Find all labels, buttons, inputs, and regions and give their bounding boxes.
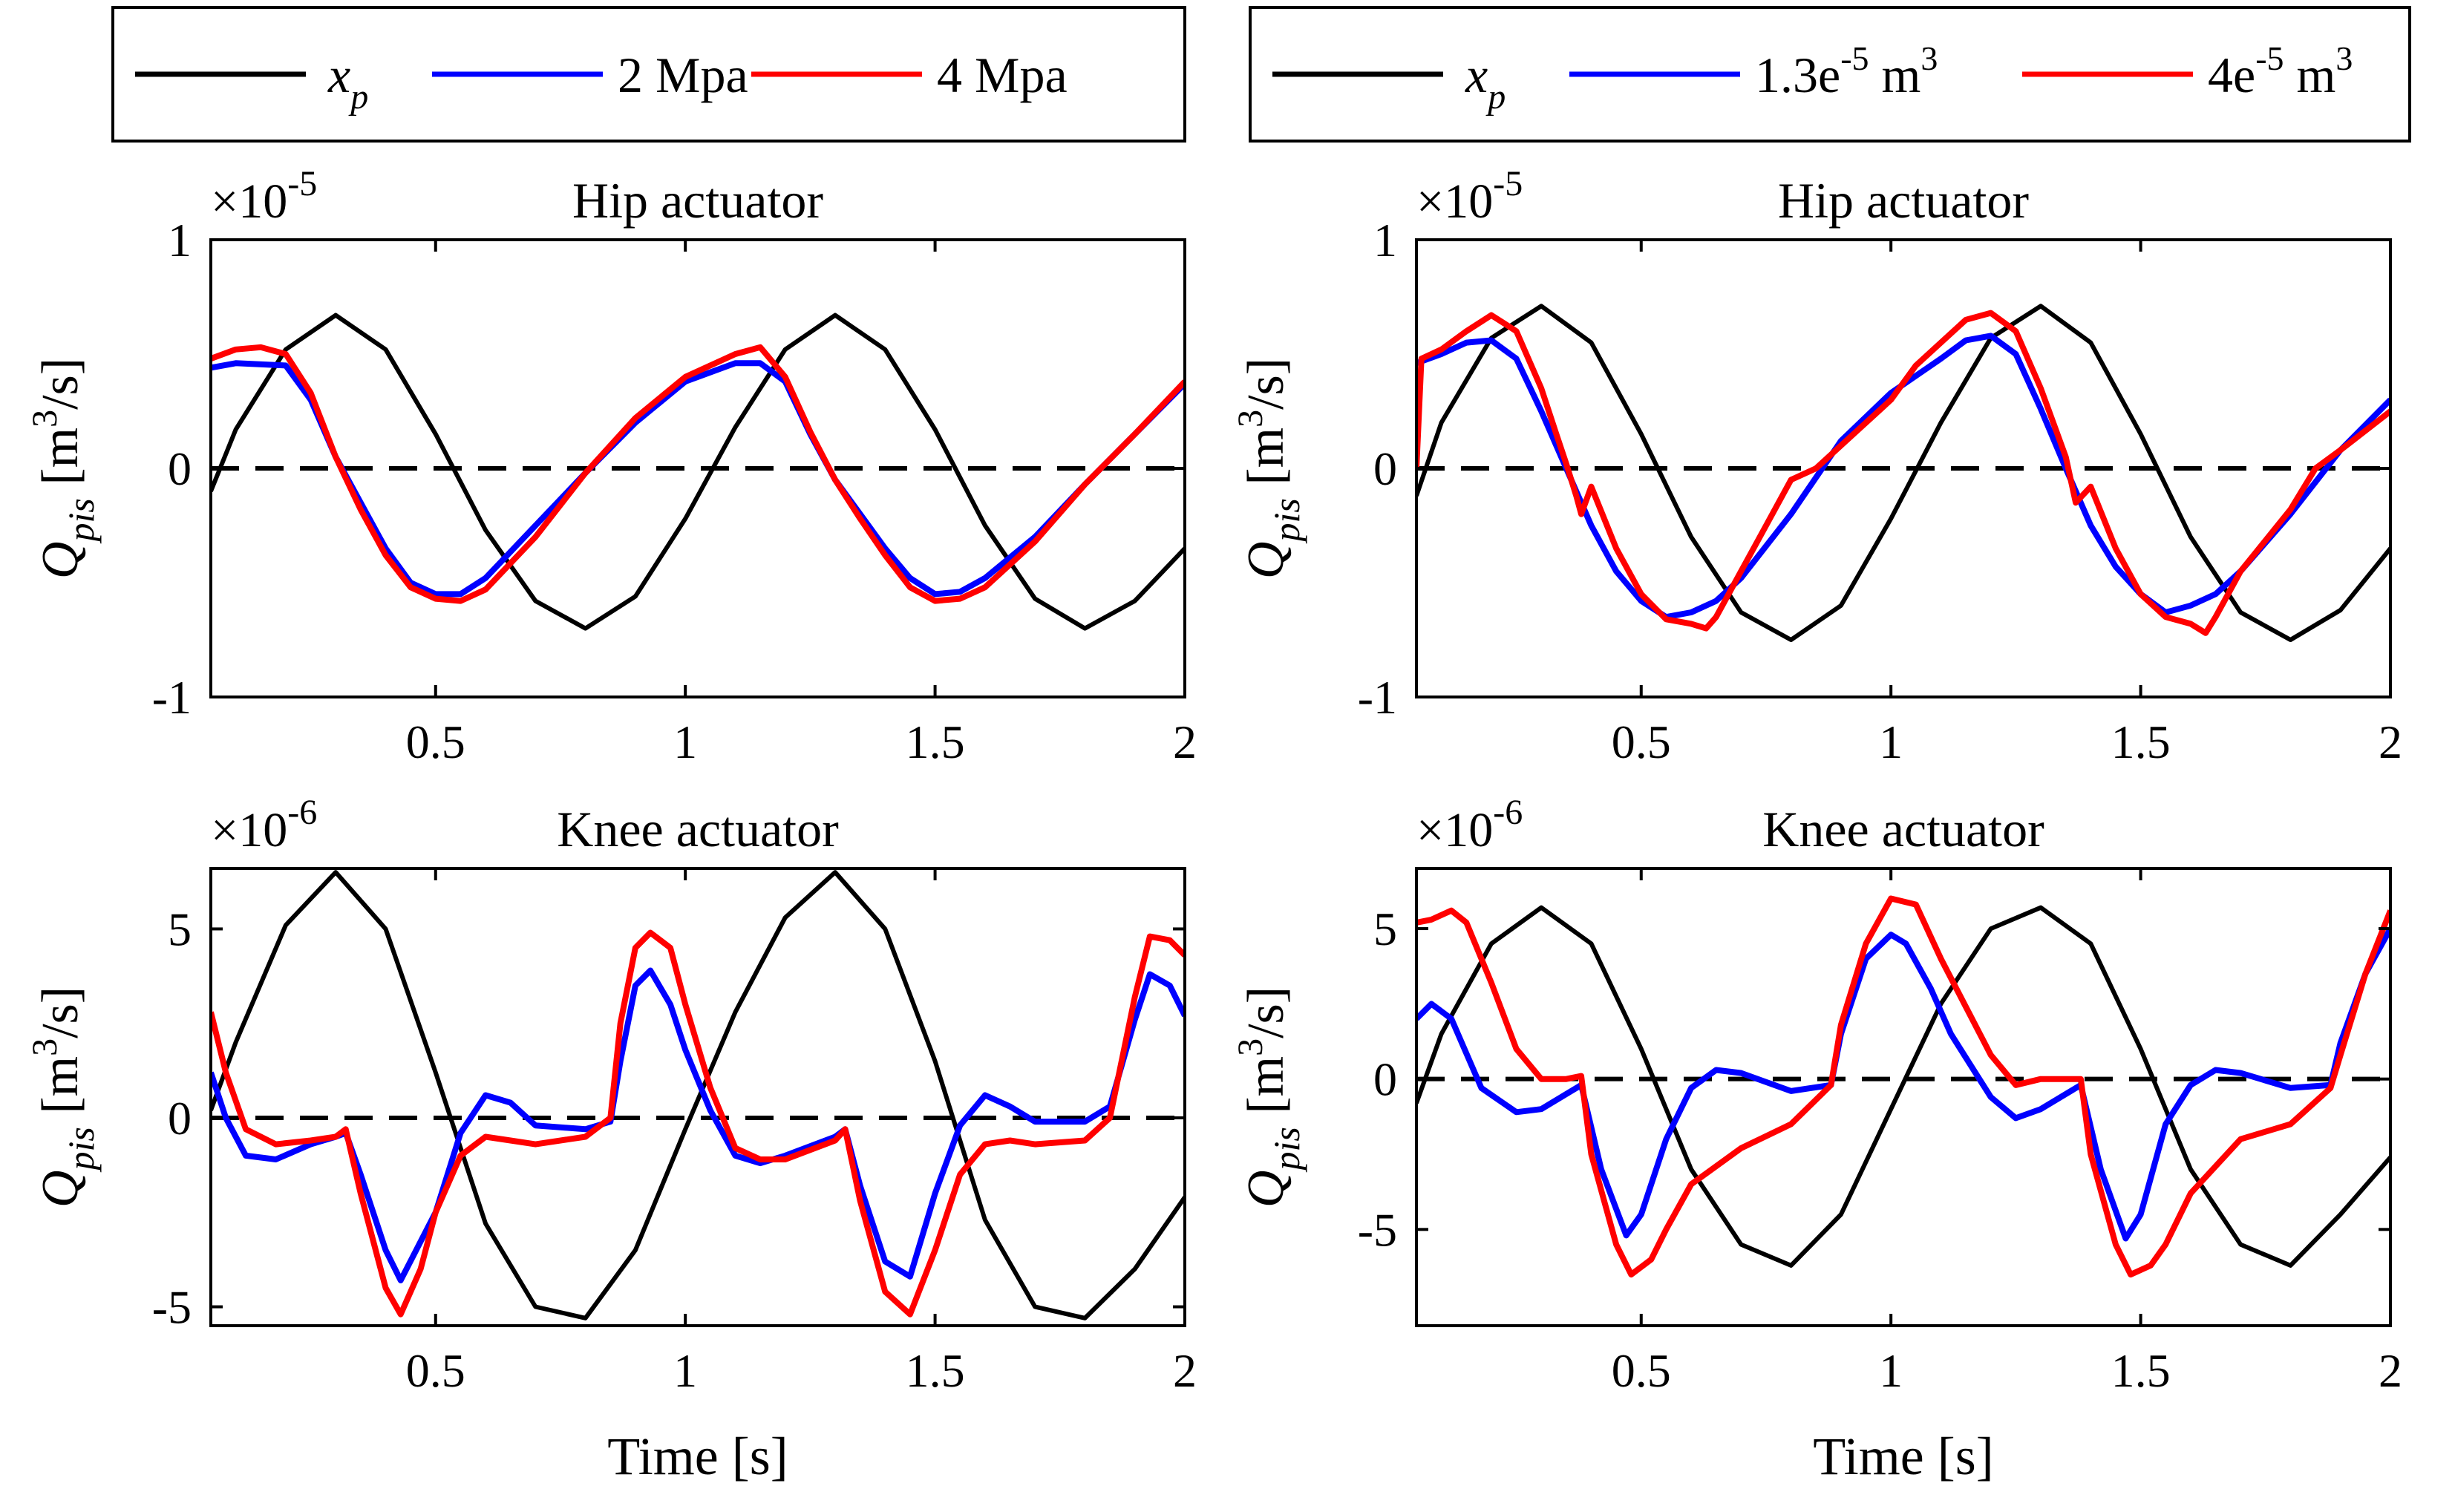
y-tick-label: -1 bbox=[152, 671, 192, 724]
x-tick-label: 0.5 bbox=[406, 716, 465, 768]
series-line-x-p bbox=[211, 312, 1185, 631]
x-tick-label: 2 bbox=[1173, 1344, 1197, 1397]
chart-title: Hip actuator bbox=[572, 172, 823, 229]
series-line-x-p bbox=[1416, 905, 2390, 1268]
x-axis-label: Time [s] bbox=[1813, 1427, 1993, 1486]
y-tick-label: -5 bbox=[1358, 1203, 1397, 1256]
chart-title: Knee actuator bbox=[557, 801, 839, 857]
x-tick-label: 1 bbox=[1879, 1344, 1903, 1397]
x-tick-label: 0.5 bbox=[406, 1344, 465, 1397]
series-line-4e-5-m3 bbox=[1416, 310, 2390, 636]
y-tick-label: 0 bbox=[1373, 442, 1397, 495]
chart-panel-2: 0.5 1 1.5 2 -5 0 5 ×10-6 Knee actuator Qpis [m3/s… bbox=[25, 793, 1197, 1486]
x-tick-label: 2 bbox=[2379, 716, 2402, 768]
y-tick-label: -1 bbox=[1358, 671, 1397, 724]
x-tick-label: 1.5 bbox=[2111, 716, 2171, 768]
x-tick-label: 1 bbox=[1879, 716, 1903, 768]
x-tick-label: 1.5 bbox=[906, 716, 965, 768]
y-axis-label: Qpis [m3/s] bbox=[25, 986, 102, 1208]
x-tick-label: 1.5 bbox=[2111, 1344, 2171, 1397]
legend-box bbox=[1249, 6, 2411, 143]
legend-label: 1.3e-5 m3 bbox=[1755, 39, 1938, 103]
series-line-2-mpa bbox=[211, 967, 1185, 1283]
series-line-1-3e-5-m3 bbox=[1416, 333, 2390, 621]
y-tick-label: 5 bbox=[168, 903, 192, 955]
x-axis-label: Time [s] bbox=[607, 1427, 788, 1486]
axes-box bbox=[1415, 867, 2392, 1327]
y-axis-label: Qpis [m3/s] bbox=[1231, 986, 1307, 1208]
x-tick-label: 0.5 bbox=[1612, 1344, 1671, 1397]
axis-exponent: ×10-5 bbox=[211, 164, 317, 229]
x-tick-label: 2 bbox=[1173, 716, 1197, 768]
x-tick-label: 0.5 bbox=[1612, 716, 1671, 768]
axis-exponent: ×10-6 bbox=[1416, 793, 1523, 857]
y-tick-label: -5 bbox=[152, 1281, 192, 1334]
legend-right: xp 1.3e-5 m3 4e-5 m3 bbox=[1249, 6, 2411, 143]
chart-title: Hip actuator bbox=[1778, 172, 2029, 229]
legend-label: 4 Mpa bbox=[937, 47, 1068, 103]
series-line-4e-5-m3 bbox=[1416, 895, 2390, 1278]
chart-panel-1: 0.5 1 1.5 2 -1 0 1 ×10-5 Hip actuator Qpis [m3/s] bbox=[25, 164, 1197, 768]
y-tick-label: 1 bbox=[1373, 214, 1397, 266]
chart-panel-3: 0.5 1 1.5 2 -1 0 1 ×10-5 Hip actuator Qpis [m3/s] bbox=[1231, 164, 2402, 768]
legend-label: 2 Mpa bbox=[618, 47, 748, 103]
chart-title: Knee actuator bbox=[1762, 801, 2044, 857]
x-tick-label: 2 bbox=[2379, 1344, 2402, 1397]
x-tick-label: 1 bbox=[673, 1344, 697, 1397]
legend-label: 4e-5 m3 bbox=[2208, 39, 2353, 103]
x-tick-label: 1.5 bbox=[906, 1344, 965, 1397]
axis-exponent: ×10-6 bbox=[211, 793, 317, 857]
y-tick-label: 5 bbox=[1373, 903, 1397, 955]
x-tick-label: 1 bbox=[673, 716, 697, 768]
legend-label: xp bbox=[327, 47, 368, 117]
axis-exponent: ×10-5 bbox=[1416, 164, 1523, 229]
y-axis-label: Qpis [m3/s] bbox=[25, 358, 102, 579]
series-line-1-3e-5-m3 bbox=[1416, 927, 2390, 1242]
series-line-x-p bbox=[211, 870, 1185, 1320]
y-tick-label: 1 bbox=[168, 214, 192, 266]
y-tick-label: 0 bbox=[1373, 1053, 1397, 1106]
y-tick-label: 0 bbox=[168, 1092, 192, 1145]
y-axis-label: Qpis [m3/s] bbox=[1231, 358, 1307, 579]
axes-box bbox=[209, 867, 1186, 1327]
y-tick-label: 0 bbox=[168, 442, 192, 495]
series-line-4-mpa bbox=[211, 929, 1185, 1318]
series-line-4-mpa bbox=[211, 344, 1185, 604]
legend-left: xp 2 Mpa 4 Mpa bbox=[111, 6, 1186, 143]
chart-panel-4: 0.5 1 1.5 2 -5 0 5 ×10-6 Knee actuator Qpis [m3/s… bbox=[1231, 793, 2402, 1486]
legend-label: xp bbox=[1465, 47, 1506, 117]
